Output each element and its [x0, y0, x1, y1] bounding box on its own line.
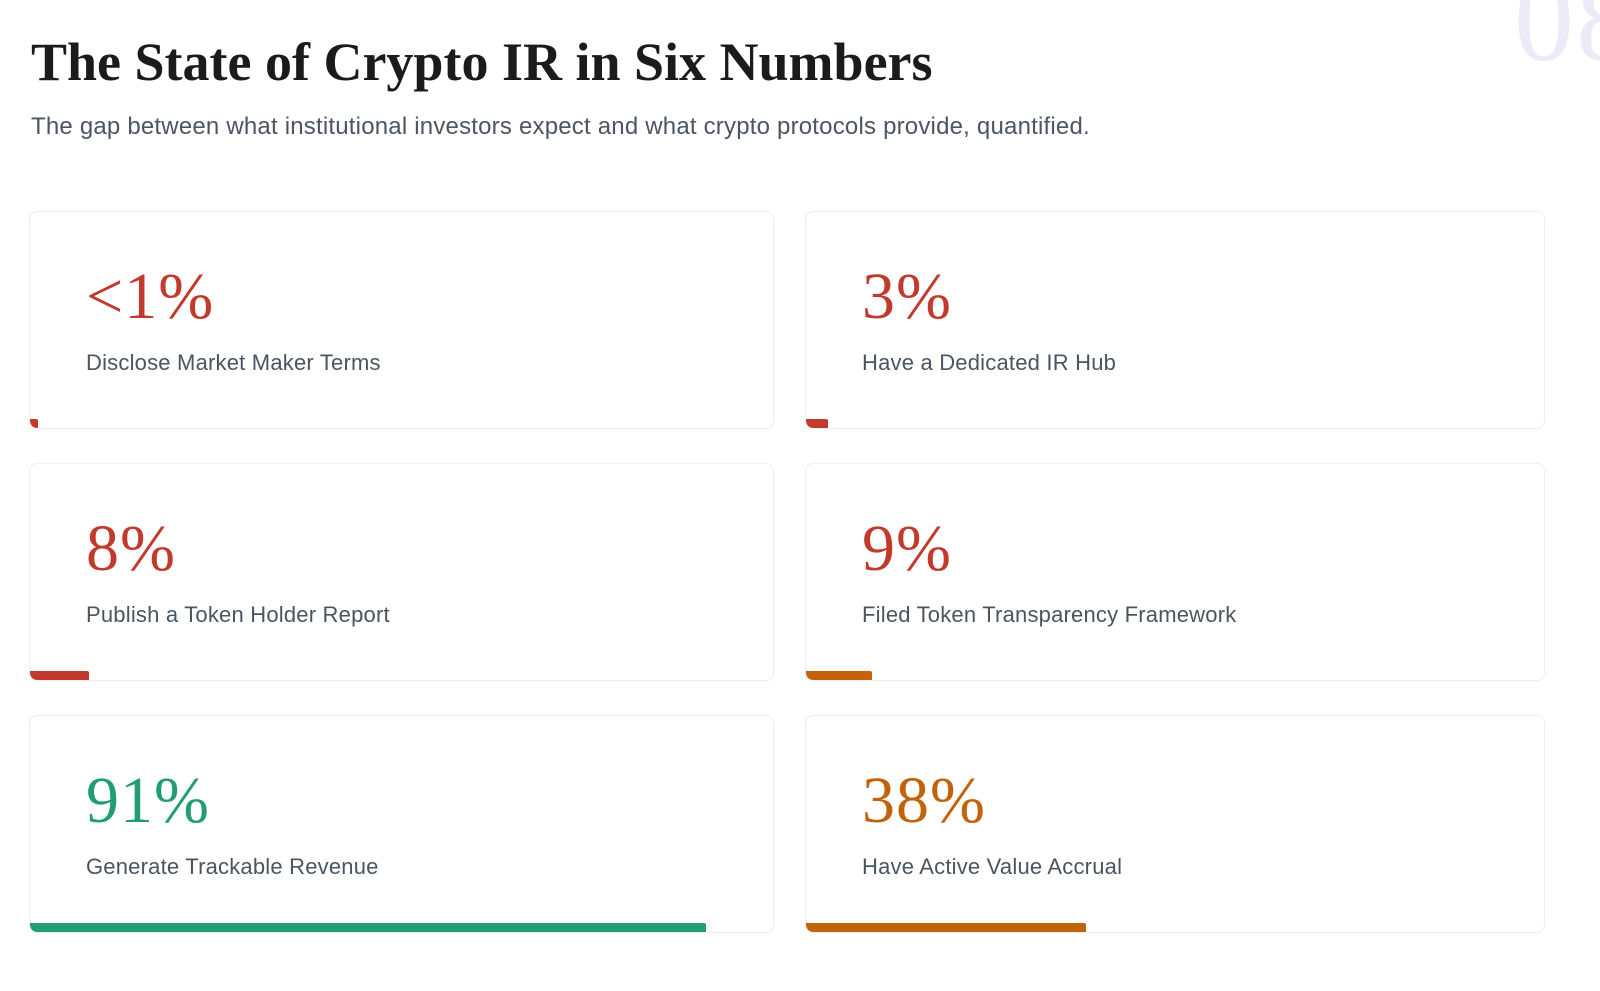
- stat-label: Publish a Token Holder Report: [86, 601, 390, 627]
- stat-progress-bar: [30, 670, 90, 680]
- stat-value: <1%: [86, 259, 215, 333]
- stat-progress-bar: [806, 418, 829, 428]
- stat-card: 91% Generate Trackable Revenue: [29, 714, 774, 933]
- stat-card: 3% Have a Dedicated IR Hub: [805, 210, 1545, 429]
- stats-grid: <1% Disclose Market Maker Terms 3% Have …: [29, 210, 1545, 933]
- stat-label: Disclose Market Maker Terms: [86, 349, 381, 375]
- stat-progress-bar: [30, 418, 38, 428]
- stat-card: 9% Filed Token Transparency Framework: [805, 462, 1545, 681]
- stat-label: Filed Token Transparency Framework: [862, 601, 1237, 627]
- stat-value: 38%: [862, 763, 986, 837]
- stat-progress-bar: [806, 670, 873, 680]
- stat-value: 8%: [86, 511, 176, 585]
- stat-label: Generate Trackable Revenue: [86, 853, 379, 879]
- stat-value: 91%: [86, 763, 210, 837]
- stat-progress-bar: [30, 922, 707, 932]
- stat-value: 3%: [862, 259, 952, 333]
- stat-label: Have Active Value Accrual: [862, 853, 1123, 879]
- stat-value: 9%: [862, 511, 952, 585]
- page-number: 08: [1514, 0, 1600, 86]
- stat-card: 38% Have Active Value Accrual: [805, 714, 1545, 933]
- stat-progress-bar: [806, 922, 1087, 932]
- stat-card: 8% Publish a Token Holder Report: [29, 462, 774, 681]
- stat-label: Have a Dedicated IR Hub: [862, 349, 1117, 375]
- page-title: The State of Crypto IR in Six Numbers: [31, 32, 933, 92]
- stat-card: <1% Disclose Market Maker Terms: [29, 210, 774, 429]
- page-subtitle: The gap between what institutional inves…: [31, 112, 1090, 140]
